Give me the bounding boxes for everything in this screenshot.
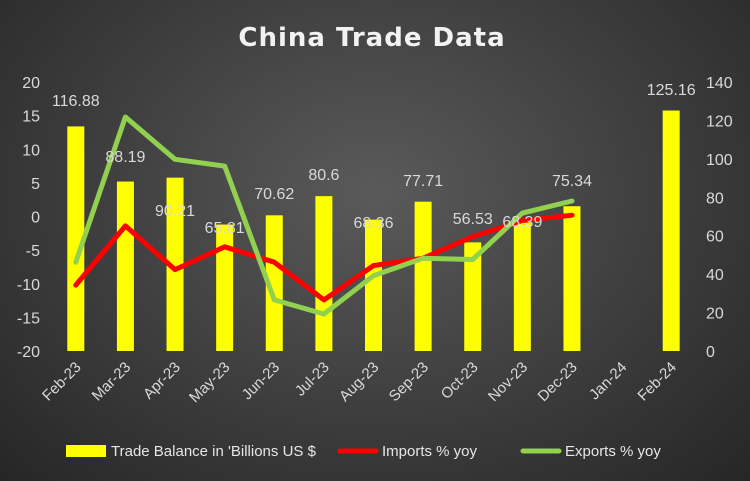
bar-May-23 (216, 224, 234, 351)
x-tick-label: Jul-23 (292, 359, 333, 400)
right-tick-label: 100 (706, 152, 733, 169)
left-tick-label: -10 (17, 277, 40, 294)
left-tick-label: -20 (17, 344, 40, 361)
data-label-Mar-23: 88.19 (105, 149, 145, 166)
bar-Oct-23 (464, 242, 482, 351)
x-tick-label: Oct-23 (438, 359, 482, 403)
x-tick-label: Dec-23 (535, 359, 581, 405)
data-label-Oct-23: 56.53 (453, 211, 493, 228)
right-tick-label: 40 (706, 267, 724, 284)
bar-series (67, 110, 680, 351)
x-tick-label: Sep-23 (386, 359, 432, 405)
legend-label: Imports % yoy (382, 443, 478, 460)
right-tick-label: 120 (706, 113, 733, 130)
bar-Jul-23 (315, 196, 333, 351)
x-tick-label: Mar-23 (89, 359, 135, 405)
data-label-May-23: 65.81 (205, 220, 245, 237)
left-tick-label: 10 (22, 142, 40, 159)
right-axis: 0 20 40 60 80 100 120 140 (706, 75, 733, 361)
data-label-Jun-23: 70.62 (254, 186, 294, 203)
x-tick-label: Jun-23 (239, 359, 283, 403)
data-label-Sep-23: 77.71 (403, 173, 443, 190)
right-tick-label: 60 (706, 229, 724, 246)
data-label-Aug-23: 68.36 (353, 215, 393, 232)
data-label-Feb-23: 116.88 (52, 93, 100, 110)
line-series (73, 114, 575, 317)
left-tick-label: -15 (17, 310, 40, 327)
data-label-Jul-23: 80.6 (308, 167, 339, 184)
left-tick-label: -5 (26, 243, 40, 260)
data-label-Dec-23: 75.34 (552, 173, 592, 190)
data-label-Feb-24: 125.16 (647, 82, 696, 99)
x-tick-label: Aug-23 (336, 359, 382, 405)
bar-Mar-23 (116, 181, 134, 351)
left-tick-label: 15 (22, 109, 40, 126)
x-tick-label: May-23 (186, 359, 233, 406)
left-tick-label: 5 (31, 176, 40, 193)
bar-Feb-24 (662, 110, 680, 351)
bar-Aug-23 (365, 219, 382, 351)
data-label-Nov-23: 68.39 (502, 214, 542, 231)
line-exports-yoy (73, 114, 575, 317)
bar-Dec-23 (563, 206, 581, 351)
data-label-Apr-23: 90.21 (155, 203, 195, 220)
legend-label: Exports % yoy (565, 443, 661, 460)
right-tick-label: 80 (706, 190, 724, 207)
x-tick-label: Jan-24 (586, 359, 630, 403)
x-tick-label: Apr-23 (140, 359, 184, 403)
bar-Apr-23 (166, 177, 184, 351)
left-tick-label: 20 (22, 75, 40, 92)
legend-swatch (66, 445, 106, 457)
x-tick-label: Feb-24 (634, 359, 680, 405)
right-tick-label: 20 (706, 306, 724, 323)
bar-Sep-23 (414, 201, 432, 351)
bar-Feb-23 (67, 126, 85, 351)
legend: Trade Balance in 'Billions US $ Imports %… (66, 443, 661, 460)
line-imports-yoy (73, 212, 575, 303)
legend-label: Trade Balance in 'Billions US $ (111, 443, 317, 460)
chart-title: China Trade Data (238, 23, 505, 53)
bar-data-labels: 116.88 88.19 90.21 65.81 70.62 80.6 68.36 77.71… (52, 82, 696, 237)
left-tick-label: 0 (31, 210, 40, 227)
x-tick-label: Nov-23 (485, 359, 531, 405)
x-tick-label: Feb-23 (39, 359, 85, 405)
bar-Nov-23 (513, 219, 531, 351)
bar-Jun-23 (265, 215, 283, 351)
x-axis: Feb-23 Mar-23 Apr-23 May-23 Jun-23 Jul-23 Aug-… (39, 359, 680, 406)
right-tick-label: 140 (706, 75, 733, 92)
left-axis: -20 -15 -10 -5 0 5 10 15 20 (17, 75, 40, 361)
right-tick-label: 0 (706, 344, 715, 361)
